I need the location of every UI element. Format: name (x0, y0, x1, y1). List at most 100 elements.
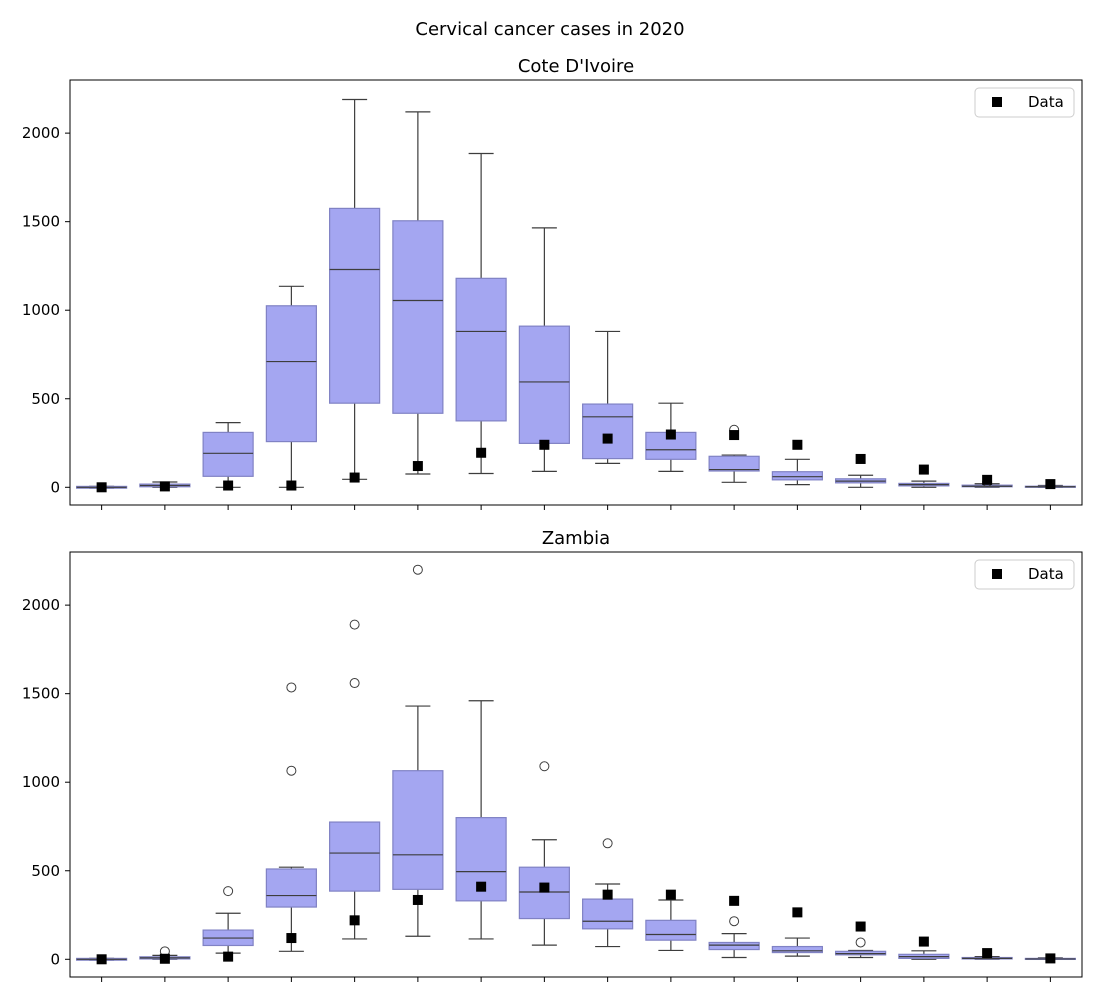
data-point (412, 461, 423, 472)
box-body (518, 325, 570, 444)
panel-cote-divoire: Cote D'Ivoire 0 500 1000 1500 2000 Data (22, 56, 1083, 510)
data-point (855, 921, 866, 932)
box-body (582, 898, 634, 930)
outlier-point (412, 564, 423, 575)
legend-label: Data (1028, 565, 1064, 583)
y-tick-label: 1000 (22, 301, 60, 319)
box-group (771, 439, 823, 486)
box-body (265, 305, 317, 443)
data-point (476, 881, 487, 892)
y-tick-label: 1000 (22, 773, 60, 791)
box-group (1024, 953, 1076, 964)
box-group (329, 619, 381, 940)
box-body (771, 471, 823, 481)
data-point (729, 895, 740, 906)
data-point (223, 480, 234, 491)
panel-title-cote-divoire: Cote D'Ivoire (518, 56, 634, 77)
legend: Data (974, 559, 1075, 590)
data-point (223, 951, 234, 962)
outlier-point (286, 765, 297, 776)
box-body (202, 431, 254, 477)
y-tick-label: 0 (50, 478, 60, 496)
data-point (412, 894, 423, 905)
legend-marker-square-icon (992, 97, 1002, 107)
data-point (665, 889, 676, 900)
box-body (708, 455, 760, 472)
box-group (645, 402, 697, 472)
data-point (159, 953, 170, 964)
data-point (96, 954, 107, 965)
legend-frame (974, 559, 1075, 590)
box-body (645, 919, 697, 941)
box-body (455, 277, 507, 422)
box-group (139, 481, 191, 492)
outlier-point (729, 916, 740, 927)
box-group (265, 682, 317, 952)
x-axis (101, 505, 1051, 510)
data-point (918, 464, 929, 475)
box-body (329, 821, 381, 892)
legend: Data (974, 87, 1075, 118)
box-body (392, 770, 444, 890)
box-group (898, 936, 950, 960)
data-point (982, 474, 993, 485)
legend-frame (974, 87, 1075, 118)
outlier-point (602, 838, 613, 849)
box-body (582, 403, 634, 460)
legend-marker-square-icon (992, 569, 1002, 579)
outlier-point (286, 682, 297, 693)
box-group (76, 482, 128, 493)
y-tick-label: 500 (31, 390, 60, 408)
y-axis: 0 500 1000 1500 2000 (22, 124, 70, 496)
box-group (835, 921, 887, 959)
plot-frame (69, 79, 1083, 506)
data-point (665, 429, 676, 440)
data-point (729, 430, 740, 441)
box-group (139, 946, 191, 964)
panel-zambia: Zambia 0 500 1000 1500 2000 Data (22, 528, 1083, 982)
box-group (708, 424, 760, 483)
legend-label: Data (1028, 93, 1064, 111)
data-point (476, 447, 487, 458)
outlier-point (855, 937, 866, 948)
data-point (602, 433, 613, 444)
data-point (286, 933, 297, 944)
box-group (771, 907, 823, 957)
box-group (708, 895, 760, 959)
data-point (539, 882, 550, 893)
plot-frame (69, 551, 1083, 978)
box-group (455, 152, 507, 475)
data-point (1045, 479, 1056, 490)
box-group (455, 700, 507, 940)
y-axis: 0 500 1000 1500 2000 (22, 596, 70, 968)
y-tick-label: 0 (50, 950, 60, 968)
box-group (582, 838, 634, 948)
box-group (961, 948, 1013, 960)
box-group (329, 98, 381, 483)
y-tick-label: 1500 (22, 685, 60, 703)
box-body (329, 207, 381, 404)
box-group (265, 285, 317, 491)
data-point (792, 439, 803, 450)
box-group (202, 886, 254, 962)
box-group (645, 889, 697, 952)
outlier-point (349, 678, 360, 689)
outlier-point (539, 761, 550, 772)
data-point (602, 889, 613, 900)
box-group (392, 111, 444, 475)
data-point (96, 482, 107, 493)
box-group (518, 761, 570, 946)
box-body (708, 941, 760, 951)
box-group (518, 227, 570, 472)
y-tick-label: 1500 (22, 213, 60, 231)
box-group (76, 954, 128, 965)
box-group (961, 474, 1013, 488)
box-group (1024, 479, 1076, 490)
data-point (792, 907, 803, 918)
box-body (518, 866, 570, 920)
data-point (539, 439, 550, 450)
data-point (286, 480, 297, 491)
box-group (835, 453, 887, 488)
